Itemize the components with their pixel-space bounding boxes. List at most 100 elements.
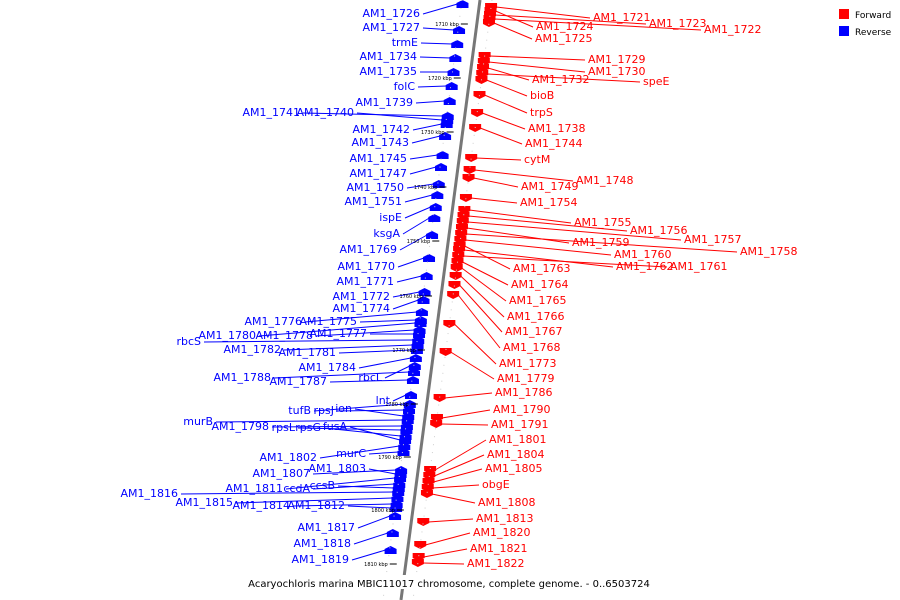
gene-label-forward[interactable]: AM1_1758	[740, 245, 798, 258]
gene-label-reverse[interactable]: AM1_1769	[339, 243, 397, 256]
gene-label-reverse[interactable]: AM1_1802	[259, 451, 317, 464]
gene-label-forward[interactable]: AM1_1768	[503, 341, 561, 354]
gene-label-reverse[interactable]: AM1_1740	[296, 106, 354, 119]
gene-label-reverse[interactable]: AM1_1798	[211, 420, 269, 433]
gene-label-reverse[interactable]: AM1_1807	[252, 467, 310, 480]
gene-label-reverse[interactable]: AM1_1819	[291, 553, 349, 566]
gene-label-forward[interactable]: AM1_1759	[572, 236, 630, 249]
gene-label-forward[interactable]: AM1_1723	[649, 17, 707, 30]
gene-label-forward[interactable]: obgE	[482, 478, 510, 491]
gene-label-reverse[interactable]: tufB	[288, 404, 311, 417]
gene-label-reverse[interactable]: AM1_1814	[232, 499, 290, 512]
gene-label-forward[interactable]: AM1_1757	[684, 233, 742, 246]
gene-label-reverse[interactable]: trmE	[392, 36, 418, 49]
gene-label-reverse[interactable]: AM1_1811	[225, 482, 283, 495]
gene-label-reverse[interactable]: AM1_1735	[359, 65, 417, 78]
gene-label-reverse[interactable]: AM1_1742	[352, 123, 410, 136]
gene-label-reverse[interactable]: folC	[394, 80, 416, 93]
gene-label-reverse[interactable]: AM1_1770	[337, 260, 395, 273]
gene-label-reverse[interactable]: AM1_1817	[297, 521, 355, 534]
gene-label-forward[interactable]: AM1_1822	[467, 557, 525, 570]
gene-label-forward[interactable]: AM1_1813	[476, 512, 534, 525]
gene-label-reverse[interactable]: AM1_1741	[242, 106, 300, 119]
gene-label-forward[interactable]: AM1_1820	[473, 526, 531, 539]
gene-label-reverse[interactable]: AM1_1803	[308, 462, 366, 475]
gene-label-forward[interactable]: AM1_1766	[507, 310, 565, 323]
gene-label-forward[interactable]: bioB	[530, 89, 554, 102]
gene-label-reverse[interactable]: AM1_1787	[269, 375, 327, 388]
gene-label-reverse[interactable]: rbcL	[358, 371, 383, 384]
gene-label-reverse[interactable]: AM1_1726	[362, 7, 420, 20]
gene-label-forward[interactable]: AM1_1765	[509, 294, 567, 307]
gene-label-forward[interactable]: AM1_1790	[493, 403, 551, 416]
gene-label-forward[interactable]: AM1_1738	[528, 122, 586, 135]
gene-label-reverse[interactable]: murC	[336, 447, 366, 460]
gene-label-reverse[interactable]: AM1_1747	[349, 167, 407, 180]
gene-label-reverse[interactable]: ion	[335, 402, 352, 415]
gene-label-reverse[interactable]: AM1_1778	[255, 329, 313, 342]
gene-label-reverse[interactable]: murB	[183, 415, 213, 428]
gene-label-reverse[interactable]: AM1_1775	[299, 315, 357, 328]
gene-label-reverse[interactable]: AM1_1776	[244, 315, 302, 328]
gene-label-reverse[interactable]: AM1_1777	[309, 327, 367, 340]
gene-label-reverse[interactable]: rpsJ	[314, 404, 334, 417]
gene-label-reverse[interactable]: ccsB	[310, 479, 335, 492]
gene-label-reverse[interactable]: AM1_1745	[349, 152, 407, 165]
gene-label-forward[interactable]: AM1_1767	[505, 325, 563, 338]
gene-label-forward[interactable]: AM1_1821	[470, 542, 528, 555]
gene-label-reverse[interactable]: AM1_1743	[351, 136, 409, 149]
gene-label-reverse[interactable]: AM1_1781	[278, 346, 336, 359]
gene-label-forward[interactable]: AM1_1805	[485, 462, 543, 475]
gene-label-reverse[interactable]: AM1_1750	[346, 181, 404, 194]
gene-label-reverse[interactable]: AM1_1812	[287, 499, 345, 512]
gene-label-forward[interactable]: speE	[643, 75, 669, 88]
gene-label-reverse[interactable]: AM1_1815	[175, 496, 233, 509]
gene-label-forward[interactable]: AM1_1749	[521, 180, 579, 193]
gene-label-forward[interactable]: AM1_1756	[630, 224, 688, 237]
gene-label-reverse[interactable]: AM1_1788	[213, 371, 271, 384]
gene-label-reverse[interactable]: AM1_1771	[336, 275, 394, 288]
gene-label-forward[interactable]: AM1_1773	[499, 357, 557, 370]
gene-label-forward[interactable]: AM1_1760	[614, 248, 672, 261]
gene-label-reverse[interactable]: AM1_1727	[362, 21, 420, 34]
gene-label-reverse[interactable]: AM1_1772	[332, 290, 390, 303]
gene-label-forward[interactable]: AM1_1786	[495, 386, 553, 399]
gene-label-reverse[interactable]: rbcS	[176, 335, 201, 348]
gene-label-reverse[interactable]: ccdA	[283, 482, 310, 495]
gene-label-reverse[interactable]: ispE	[379, 211, 402, 224]
gene-label-forward[interactable]: AM1_1791	[491, 418, 549, 431]
gene-label-reverse[interactable]: AM1_1739	[355, 96, 413, 109]
gene-label-forward[interactable]: AM1_1763	[513, 262, 571, 275]
gene-label-forward[interactable]: AM1_1721	[593, 11, 651, 24]
gene-label-forward[interactable]: AM1_1722	[704, 23, 762, 36]
gene-label-reverse[interactable]: AM1_1784	[298, 361, 356, 374]
gene-label-reverse[interactable]: AM1_1774	[332, 302, 390, 315]
gene-label-forward[interactable]: AM1_1729	[588, 53, 646, 66]
gene-label-forward[interactable]: AM1_1730	[588, 65, 646, 78]
gene-label-forward[interactable]: trpS	[530, 106, 553, 119]
gene-label-forward[interactable]: AM1_1762	[616, 260, 674, 273]
gene-label-forward[interactable]: cytM	[524, 153, 550, 166]
gene-label-reverse[interactable]: lnt	[376, 394, 391, 407]
gene-label-reverse[interactable]: AM1_1818	[293, 537, 351, 550]
gene-label-forward[interactable]: AM1_1779	[497, 372, 555, 385]
gene-label-forward[interactable]: AM1_1725	[535, 32, 593, 45]
gene-label-forward[interactable]: AM1_1804	[487, 448, 545, 461]
gene-label-reverse[interactable]: AM1_1751	[344, 195, 402, 208]
gene-label-forward[interactable]: AM1_1724	[536, 20, 594, 33]
gene-label-forward[interactable]: AM1_1764	[511, 278, 569, 291]
gene-label-reverse[interactable]: AM1_1816	[120, 487, 178, 500]
gene-label-reverse[interactable]: AM1_1782	[223, 343, 281, 356]
gene-label-reverse[interactable]: rpsG	[295, 421, 321, 434]
gene-label-forward[interactable]: AM1_1801	[489, 433, 547, 446]
gene-label-forward[interactable]: AM1_1732	[532, 73, 590, 86]
gene-label-forward[interactable]: AM1_1755	[574, 216, 632, 229]
gene-label-reverse[interactable]: AM1_1780	[198, 329, 256, 342]
gene-label-reverse[interactable]: rpsL	[272, 421, 296, 434]
gene-label-forward[interactable]: AM1_1744	[525, 137, 583, 150]
gene-label-forward[interactable]: AM1_1748	[576, 174, 634, 187]
gene-label-forward[interactable]: AM1_1808	[478, 496, 536, 509]
gene-label-forward[interactable]: AM1_1754	[520, 196, 578, 209]
gene-label-forward[interactable]: AM1_1761	[670, 260, 728, 273]
